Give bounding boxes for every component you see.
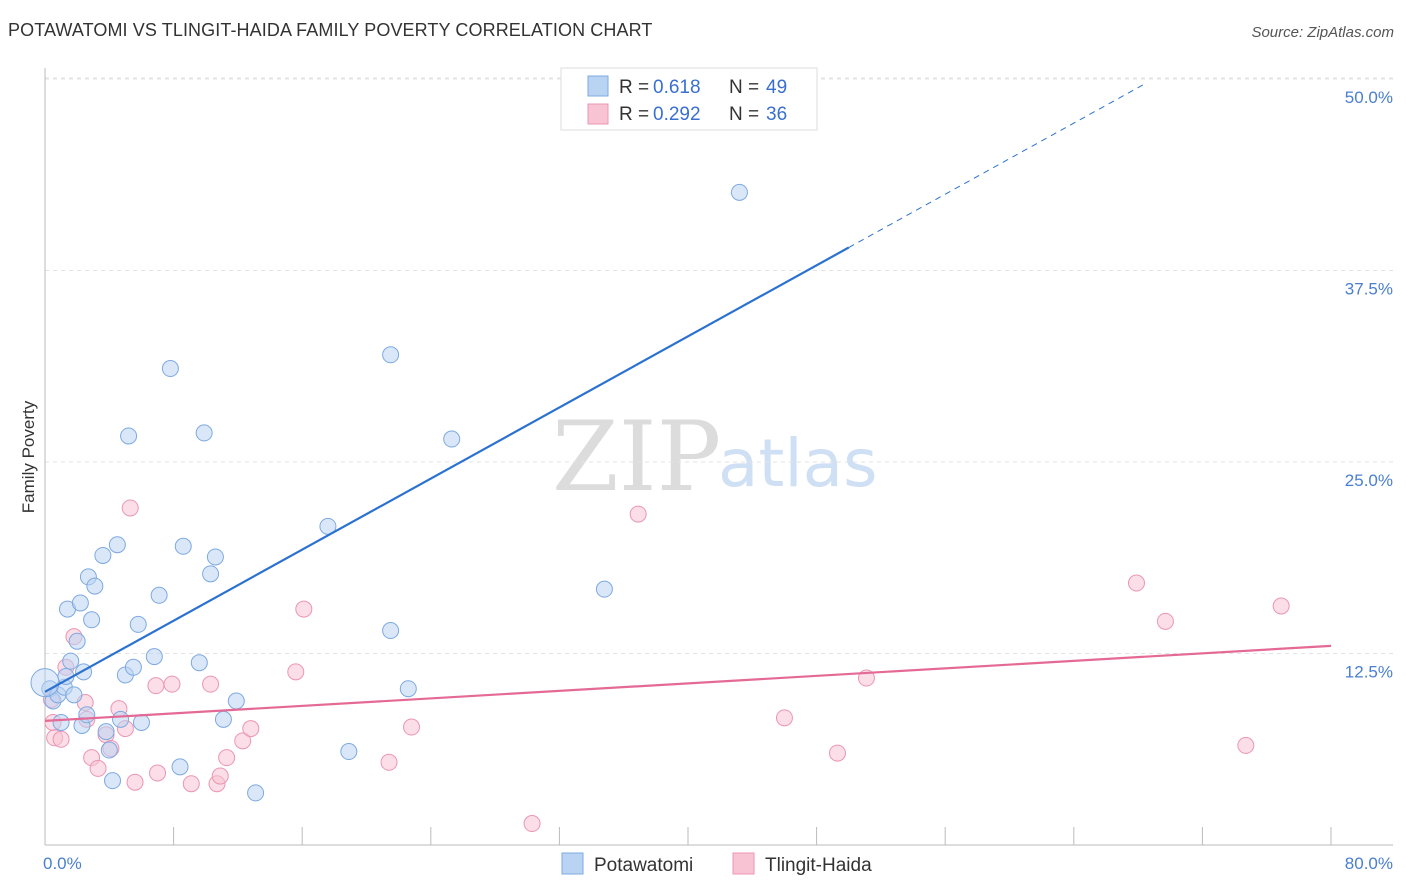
correlation-legend: R = 0.618 N = 49 R = 0.292 N = 36 bbox=[560, 67, 818, 131]
tlingit-haida-point-24 bbox=[234, 732, 252, 750]
y-tick-label-2: 37.5% bbox=[1345, 280, 1393, 299]
potawatomi-point-36 bbox=[206, 548, 224, 566]
tlingit-haida-point-23 bbox=[218, 749, 236, 767]
potawatomi-point-32 bbox=[174, 537, 192, 555]
potawatomi-point-18 bbox=[97, 723, 115, 741]
potawatomi-point-48 bbox=[730, 183, 748, 201]
potawatomi-point-28 bbox=[145, 648, 163, 666]
tlingit-haida-trendline bbox=[44, 644, 1332, 723]
potawatomi-point-41 bbox=[340, 743, 358, 761]
tlingit-haida-point-37 bbox=[1237, 736, 1255, 754]
tlingit-haida-point-9 bbox=[89, 759, 107, 777]
tlingit-haida-point-27 bbox=[295, 600, 313, 618]
potawatomi-point-35 bbox=[202, 565, 220, 583]
potawatomi-point-20 bbox=[104, 772, 122, 790]
potawatomi-point-19 bbox=[100, 741, 118, 759]
tlingit-haida-point-15 bbox=[126, 773, 144, 791]
potawatomi-trendline-extension bbox=[848, 84, 1144, 248]
tlingit-haida-point-19 bbox=[182, 775, 200, 793]
watermark-atlas: atlas bbox=[718, 425, 878, 502]
potawatomi-point-8 bbox=[65, 686, 83, 704]
potawatomi-point-44 bbox=[399, 680, 417, 698]
legend-n-label-tlingit-haida: N = bbox=[729, 104, 759, 125]
tlingit-haida-point-20 bbox=[202, 675, 220, 693]
y-tick-label-1: 25.0% bbox=[1345, 471, 1393, 490]
tlingit-haida-point-26 bbox=[287, 663, 305, 681]
potawatomi-trendline bbox=[44, 246, 850, 693]
tlingit-haida-point-22 bbox=[211, 767, 229, 785]
x-tick-label-min: 0.0% bbox=[43, 854, 82, 873]
potawatomi-point-46 bbox=[595, 580, 613, 598]
legend-swatch-tlingit-haida bbox=[587, 103, 609, 125]
potawatomi-point-26 bbox=[129, 615, 147, 633]
y-tick-label-3: 50.0% bbox=[1345, 88, 1393, 107]
potawatomi-point-25 bbox=[124, 658, 142, 676]
tlingit-haida-point-28 bbox=[380, 753, 398, 771]
legend-n-value-tlingit-haida: 36 bbox=[766, 104, 787, 125]
legend-r-value-potawatomi: 0.618 bbox=[653, 77, 701, 98]
potawatomi-point-29 bbox=[150, 586, 168, 604]
tlingit-haida-point-33 bbox=[828, 744, 846, 762]
gridlines bbox=[45, 77, 1393, 654]
series-legend: Potawatomi Tlingit-Haida bbox=[561, 852, 872, 876]
potawatomi-point-10 bbox=[71, 594, 89, 612]
y-axis-label: Family Poverty bbox=[19, 400, 38, 513]
potawatomi-point-37 bbox=[214, 710, 232, 728]
potawatomi-point-22 bbox=[112, 710, 130, 728]
tlingit-haida-point-18 bbox=[163, 675, 181, 693]
potawatomi-point-17 bbox=[94, 546, 112, 564]
legend-n-value-potawatomi: 49 bbox=[766, 77, 787, 98]
tlingit-haida-point-29 bbox=[403, 718, 421, 736]
potawatomi-point-34 bbox=[195, 424, 213, 442]
tlingit-haida-point-36 bbox=[1156, 612, 1174, 630]
potawatomi-point-3 bbox=[52, 713, 70, 731]
tlingit-haida-point-25 bbox=[242, 720, 260, 738]
potawatomi-point-15 bbox=[83, 611, 101, 629]
potawatomi-point-31 bbox=[171, 758, 189, 776]
tlingit-haida-point-31 bbox=[629, 505, 647, 523]
tlingit-haida-point-17 bbox=[149, 764, 167, 782]
tlingit-haida-point-3 bbox=[52, 730, 70, 748]
bottom-legend-swatch-potawatomi bbox=[561, 852, 584, 875]
tlingit-haida-point-30 bbox=[523, 815, 541, 833]
potawatomi-cluster-point bbox=[30, 668, 60, 698]
potawatomi-point-42 bbox=[382, 346, 400, 364]
legend-r-label-tlingit-haida: R = bbox=[619, 104, 649, 125]
tlingit-haida-point-14 bbox=[121, 499, 139, 517]
y-tick-label-0: 12.5% bbox=[1345, 663, 1393, 682]
legend-r-value-tlingit-haida: 0.292 bbox=[653, 104, 701, 125]
potawatomi-point-9 bbox=[68, 632, 86, 650]
tlingit-haida-point-35 bbox=[1127, 574, 1145, 592]
y-tick-labels: 12.5% 25.0% 37.5% 50.0% bbox=[1345, 88, 1393, 682]
potawatomi-point-33 bbox=[190, 654, 208, 672]
tlingit-haida-point-32 bbox=[775, 709, 793, 727]
potawatomi-point-30 bbox=[161, 360, 179, 378]
chart-source: Source: ZipAtlas.com bbox=[1251, 24, 1394, 41]
potawatomi-point-45 bbox=[443, 430, 461, 448]
bottom-legend-label-potawatomi: Potawatomi bbox=[594, 855, 693, 876]
potawatomi-point-38 bbox=[227, 692, 245, 710]
legend-swatch-potawatomi bbox=[587, 75, 609, 97]
x-tick-label-max: 80.0% bbox=[1345, 854, 1393, 873]
bottom-legend-label-tlingit-haida: Tlingit-Haida bbox=[765, 855, 872, 876]
potawatomi-point-27 bbox=[132, 713, 150, 731]
potawatomi-point-39 bbox=[247, 784, 265, 802]
potawatomi-point-16 bbox=[86, 577, 104, 595]
trendlines bbox=[44, 84, 1332, 723]
chart-title: POTAWATOMI VS TLINGIT-HAIDA FAMILY POVER… bbox=[8, 20, 653, 40]
potawatomi-point-13 bbox=[78, 706, 96, 724]
tlingit-haida-point-38 bbox=[1272, 597, 1290, 615]
bottom-legend-swatch-tlingit-haida bbox=[732, 852, 755, 875]
legend-n-label-potawatomi: N = bbox=[729, 77, 759, 98]
potawatomi-point-24 bbox=[120, 427, 138, 445]
legend-r-label-potawatomi: R = bbox=[619, 77, 649, 98]
x-axis-ticks bbox=[44, 827, 1332, 845]
potawatomi-point-7 bbox=[62, 652, 80, 670]
tlingit-haida-point-16 bbox=[147, 677, 165, 695]
tlingit-haida-points bbox=[42, 499, 1290, 833]
potawatomi-point-43 bbox=[382, 622, 400, 640]
potawatomi-point-21 bbox=[108, 536, 126, 554]
watermark-zip: ZIP bbox=[552, 401, 721, 513]
